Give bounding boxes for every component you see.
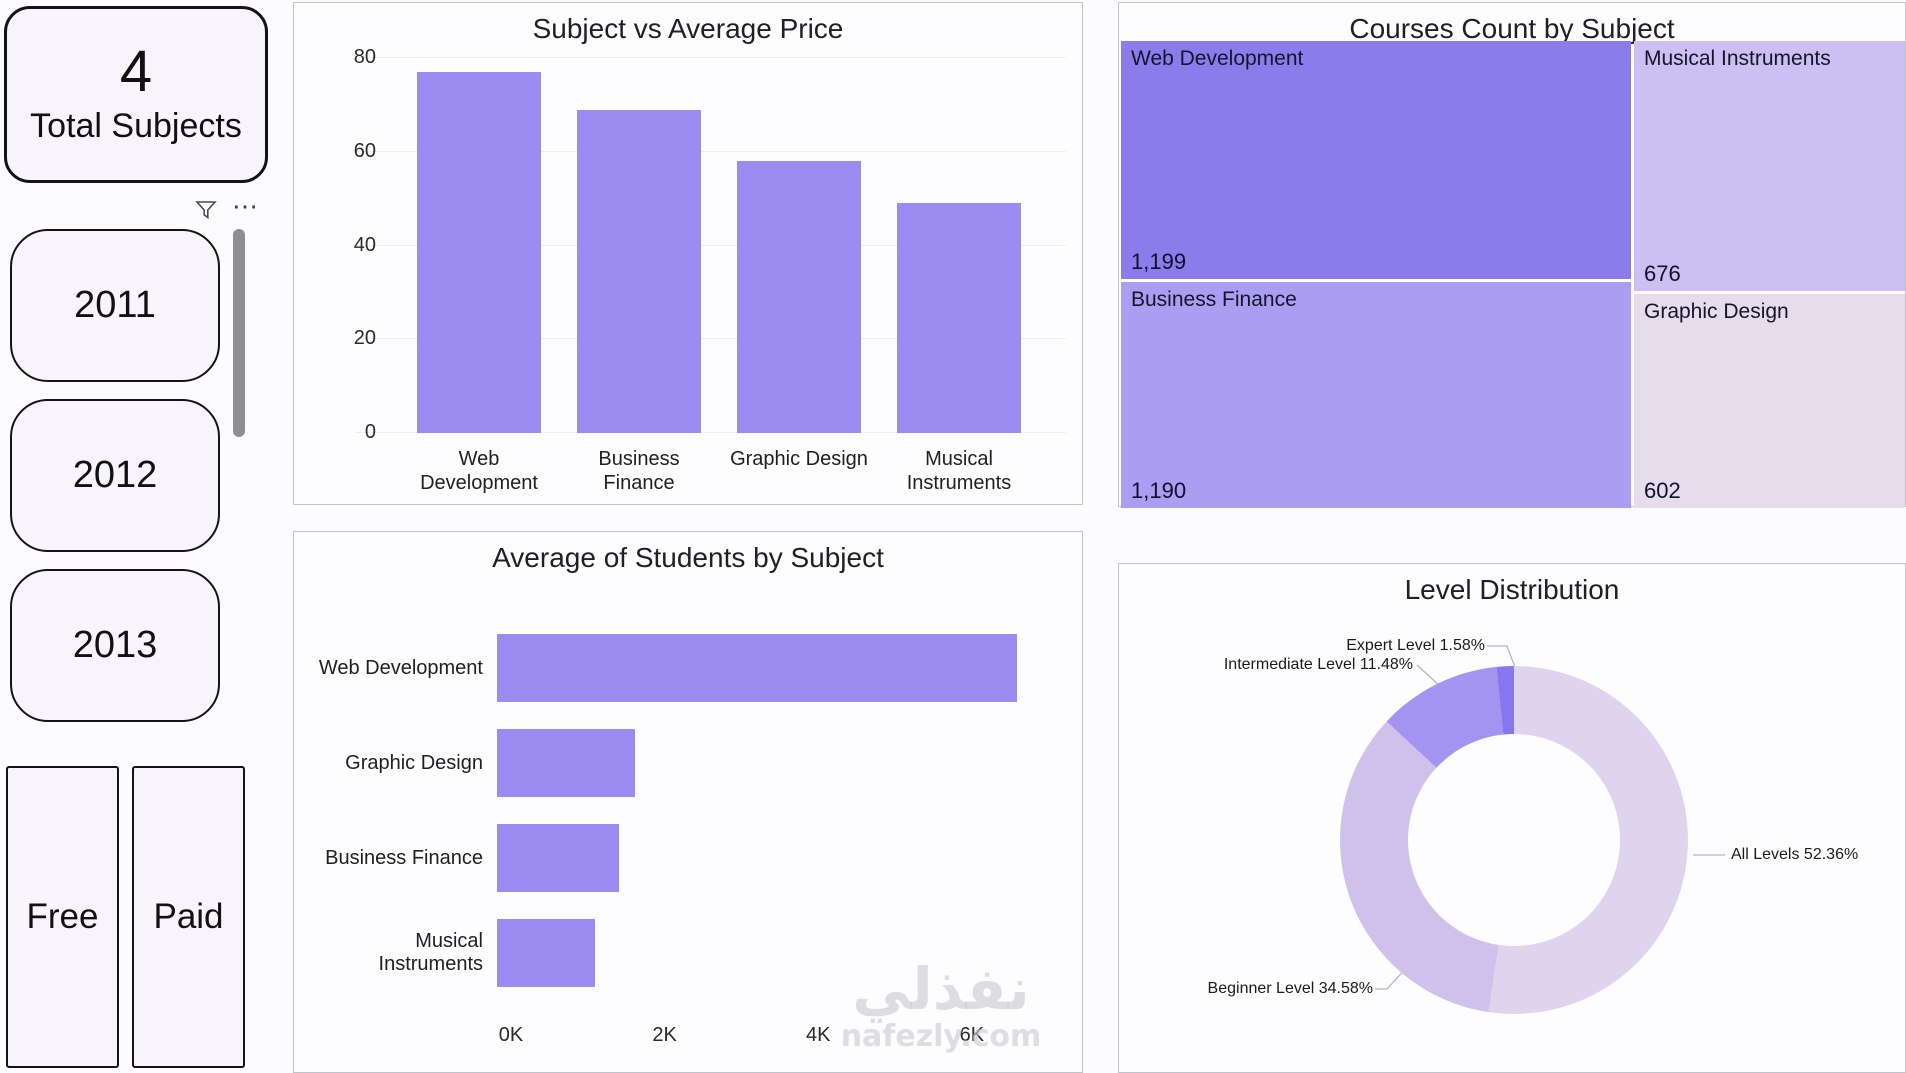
gridline: [356, 338, 1066, 340]
bar-column: Business Finance: [577, 58, 701, 494]
filter-icon[interactable]: [194, 198, 218, 222]
donut-label-expert-level: Expert Level 1.58%: [1346, 637, 1485, 654]
treemap-tile-value: 602: [1644, 478, 1681, 503]
treemap-tile-musical-instruments[interactable]: Musical Instruments 676: [1634, 41, 1905, 291]
gridline: [356, 150, 1066, 152]
bar-business-finance[interactable]: [577, 109, 701, 433]
treemap-tile-web-development[interactable]: Web Development 1,199: [1121, 41, 1631, 279]
students-chart-x-axis: 0K 2K 4K 6K: [499, 1024, 1064, 1050]
treemap-title: Courses Count by Subject: [1349, 13, 1675, 44]
type-slicer: Free Paid: [6, 766, 245, 1068]
year-slicer-scrollbar[interactable]: [233, 229, 245, 437]
y-axis-tick: 60: [353, 139, 376, 162]
year-slicer-2013[interactable]: 2013: [10, 569, 220, 722]
donut-label-all-levels: All Levels 52.36%: [1731, 846, 1859, 863]
treemap-tile-value: 676: [1644, 261, 1681, 286]
y-axis-category-label: Business Finance: [325, 846, 483, 869]
bar-web-development[interactable]: [497, 634, 1017, 702]
students-chart-plot: Web Development Graphic Design Business Fi…: [312, 634, 1064, 1014]
price-chart-card: Subject vs Average Price 0 20 40 60 80 Web D…: [293, 2, 1083, 505]
x-axis-tick: 4K: [805, 1024, 831, 1046]
total-subjects-card: 4 Total Subjects: [4, 6, 268, 183]
bar-musical-instruments[interactable]: [497, 919, 596, 987]
treemap-tile-graphic-design[interactable]: Graphic Design 602: [1634, 294, 1905, 508]
x-axis-category-label: Musical Instruments: [906, 448, 1012, 494]
y-axis-category-label: Musical Instruments: [378, 930, 483, 975]
treemap-card: Courses Count by Subject Web Development…: [1118, 2, 1906, 508]
treemap-tile-label: Business Finance: [1131, 288, 1297, 311]
treemap-tile-value: 1,199: [1131, 249, 1187, 274]
bar-row: Graphic Design: [312, 729, 1064, 797]
type-slicer-paid[interactable]: Paid: [132, 766, 245, 1068]
total-subjects-label: Total Subjects: [30, 107, 242, 145]
treemap-tile-value: 1,190: [1131, 478, 1187, 503]
bar-graphic-design[interactable]: [737, 161, 861, 433]
y-axis-category-label: Web Development: [318, 656, 483, 679]
bar-musical-instruments[interactable]: [897, 203, 1021, 433]
donut-label-beginner-level: Beginner Level 34.58%: [1207, 980, 1373, 997]
x-axis-category-label: Web Development: [420, 448, 538, 494]
treemap-tile-business-finance[interactable]: Business Finance 1,190: [1121, 282, 1631, 508]
bar-column: Web Development: [417, 58, 541, 494]
treemap-plot: Web Development 1,199 Business Finance 1…: [1121, 41, 1905, 508]
price-chart-gridlines: [356, 57, 1066, 433]
bar-row: Musical Instruments: [312, 919, 1064, 987]
x-axis-category-label: Graphic Design: [730, 448, 868, 470]
level-distribution-card: Level Distribution Expert Level 1.58% In…: [1118, 563, 1906, 1073]
price-chart-plot: Web Development Business Finance Graphic D…: [399, 58, 1039, 494]
students-chart-card: Average of Students by Subject Web Devel…: [293, 531, 1083, 1073]
bar-graphic-design[interactable]: [497, 729, 635, 797]
y-axis-category-label: Graphic Design: [345, 751, 483, 774]
x-axis-tick: 2K: [652, 1024, 677, 1046]
slicer-header: ⋯: [194, 193, 260, 227]
price-chart-title: Subject vs Average Price: [532, 13, 844, 44]
bar-row: Web Development: [312, 634, 1064, 702]
donut-label-intermediate-level: Intermediate Level 11.48%: [1223, 656, 1413, 673]
year-slicer-2011[interactable]: 2011: [10, 229, 220, 382]
level-distribution-title: Level Distribution: [1404, 574, 1620, 605]
bar-row: Business Finance: [312, 824, 1064, 892]
bar-track: [497, 729, 1064, 797]
y-axis-tick: 20: [353, 327, 376, 350]
type-slicer-free[interactable]: Free: [6, 766, 119, 1068]
treemap-tile-label: Web Development: [1131, 47, 1304, 70]
x-axis-tick: 0K: [498, 1024, 524, 1046]
bar-column: Graphic Design: [730, 58, 868, 470]
bar-business-finance[interactable]: [497, 824, 620, 892]
x-axis-tick: 6K: [959, 1024, 985, 1046]
year-slicer-2012[interactable]: 2012: [10, 399, 220, 552]
gridline: [356, 432, 1066, 433]
y-axis-tick: 80: [353, 46, 376, 68]
year-slicer: 2011 2012 2013: [10, 229, 220, 739]
gridline: [356, 57, 1066, 58]
bar-web-development[interactable]: [417, 72, 541, 433]
students-chart-title: Average of Students by Subject: [492, 542, 884, 573]
x-axis-category-label: Business Finance: [598, 448, 680, 494]
treemap-tile-label: Graphic Design: [1644, 300, 1789, 323]
bar-track: [497, 824, 1064, 892]
bar-track: [497, 919, 1064, 987]
level-distribution-donut[interactable]: [1340, 666, 1688, 1014]
bar-track: [497, 634, 1064, 702]
bar-column: Musical Instruments: [897, 58, 1021, 494]
gridline: [356, 244, 1066, 246]
y-axis-tick: 0: [364, 421, 376, 443]
more-options-icon[interactable]: ⋯: [232, 191, 260, 221]
price-chart-y-axis: 0 20 40 60 80: [324, 46, 382, 443]
treemap-tile-label: Musical Instruments: [1644, 47, 1831, 70]
total-subjects-value: 4: [119, 39, 153, 104]
y-axis-tick: 40: [353, 233, 376, 256]
